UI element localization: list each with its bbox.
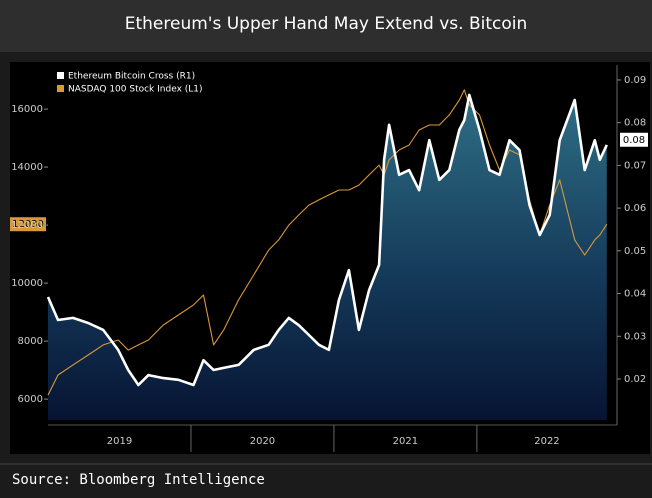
y-tick-label: 10000 — [11, 278, 43, 289]
title-bar — [0, 0, 652, 52]
y2-tick-label: 0.09 — [624, 75, 646, 86]
x-tick-label: 2020 — [250, 436, 275, 447]
end-label: 0.08 — [623, 135, 645, 146]
y2-tick-label: 0.02 — [624, 374, 646, 385]
end-label-box — [620, 132, 648, 147]
x-tick-label: 2021 — [393, 436, 418, 447]
y2-tick-label: 0.05 — [624, 246, 646, 257]
chart-title: Ethereum's Upper Hand May Extend vs. Bit… — [125, 14, 528, 34]
x-tick-label: 2022 — [534, 436, 559, 447]
y2-tick-label: 0.08 — [624, 118, 646, 129]
legend-swatch — [57, 85, 64, 92]
y-tick-label: 12000 — [11, 220, 43, 231]
end-label: 12030 — [12, 219, 44, 230]
y2-tick-label: 0.04 — [624, 289, 646, 300]
y2-tick-label: 0.07 — [624, 160, 646, 171]
source-note: Source: Bloomberg Intelligence — [12, 472, 265, 488]
x-tick-label: 2019 — [107, 436, 132, 447]
legend-swatch — [57, 72, 64, 79]
legend-label: Ethereum Bitcoin Cross (R1) — [68, 72, 195, 82]
y-tick-label: 14000 — [11, 162, 43, 173]
y2-tick-label: 0.03 — [624, 331, 646, 342]
y-tick-label: 16000 — [11, 104, 43, 115]
series-line — [46, 93, 608, 387]
y-tick-label: 6000 — [18, 394, 43, 405]
end-label-box — [10, 217, 46, 232]
y-tick-label: 8000 — [18, 336, 43, 347]
series-area — [48, 94, 607, 421]
y2-tick-label: 0.06 — [624, 203, 646, 214]
legend-label: NASDAQ 100 Stock Index (L1) — [68, 85, 203, 95]
